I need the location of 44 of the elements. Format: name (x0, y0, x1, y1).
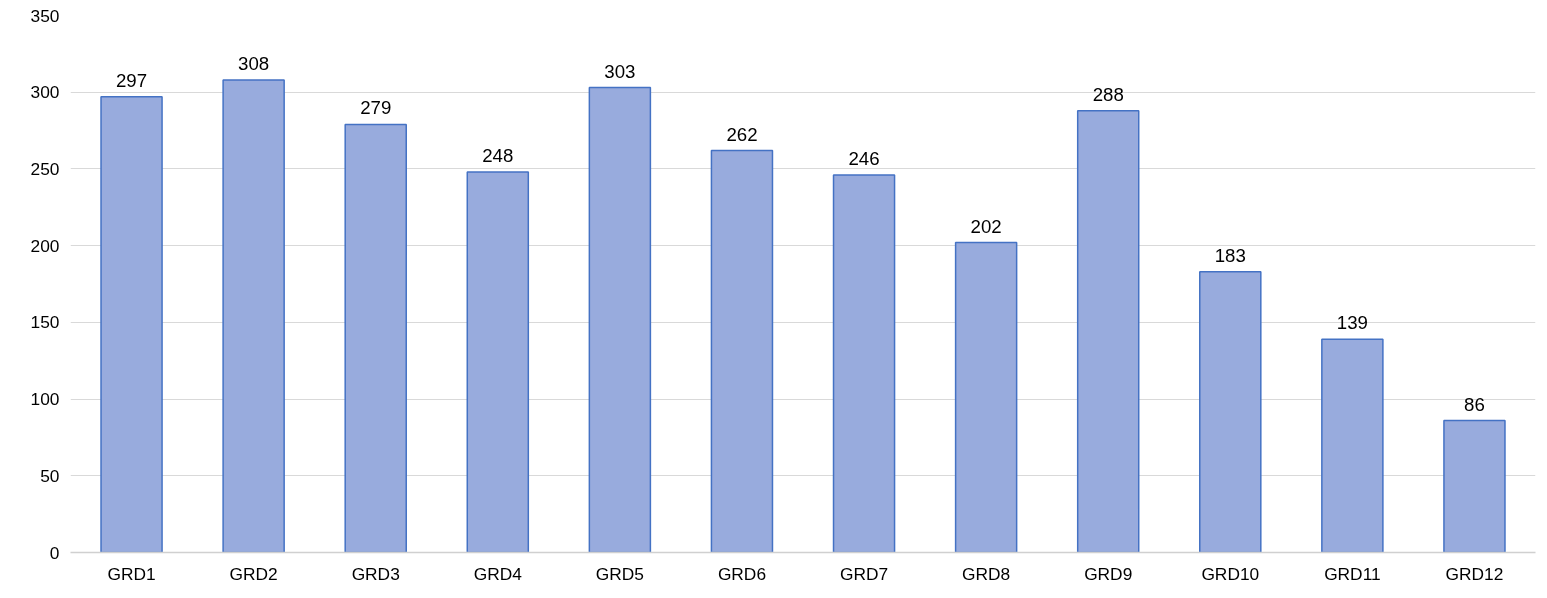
y-tick-label: 150 (30, 312, 60, 333)
data-label: 288 (1092, 83, 1124, 105)
x-tick-label: GRD11 (1324, 563, 1381, 584)
data-label: 246 (848, 148, 880, 170)
y-tick-label: 100 (30, 389, 60, 410)
y-tick-label: 200 (30, 235, 60, 256)
bar (344, 123, 407, 553)
bar (1443, 419, 1506, 553)
y-tick-label: 300 (30, 82, 60, 103)
y-tick-label: 350 (30, 5, 60, 26)
data-label: 303 (604, 60, 636, 82)
bar (1321, 338, 1384, 553)
data-label: 279 (360, 97, 392, 119)
x-tick-label: GRD8 (962, 563, 1011, 584)
bar (1076, 109, 1140, 553)
data-label: 202 (970, 215, 1002, 237)
data-label: 308 (238, 52, 270, 74)
x-tick-label: GRD6 (717, 563, 767, 584)
bar (222, 79, 285, 553)
x-tick-label: GRD5 (595, 563, 644, 584)
x-tick-label: GRD10 (1201, 563, 1260, 584)
x-tick-label: GRD3 (351, 563, 400, 584)
bar (588, 86, 652, 553)
x-tick-label: GRD12 (1445, 563, 1504, 584)
data-label: 297 (115, 69, 148, 91)
x-tick-label: GRD1 (107, 563, 156, 584)
data-label: 248 (482, 145, 514, 166)
x-tick-label: GRD2 (229, 563, 278, 584)
bar (710, 149, 774, 553)
x-tick-label: GRD9 (1084, 563, 1133, 584)
bar (1199, 270, 1262, 553)
y-tick-label: 0 (49, 542, 60, 563)
bar (466, 171, 530, 553)
bar (100, 96, 163, 553)
bar (832, 174, 896, 553)
bar (954, 241, 1018, 553)
x-tick-label: GRD4 (473, 563, 523, 584)
data-label: 262 (726, 123, 758, 145)
data-label: 139 (1336, 312, 1368, 334)
y-tick-label: 50 (40, 465, 60, 486)
data-label: 183 (1214, 244, 1246, 266)
data-label: 86 (1464, 393, 1485, 415)
x-tick-label: GRD7 (839, 563, 889, 584)
y-tick-label: 250 (30, 158, 60, 179)
